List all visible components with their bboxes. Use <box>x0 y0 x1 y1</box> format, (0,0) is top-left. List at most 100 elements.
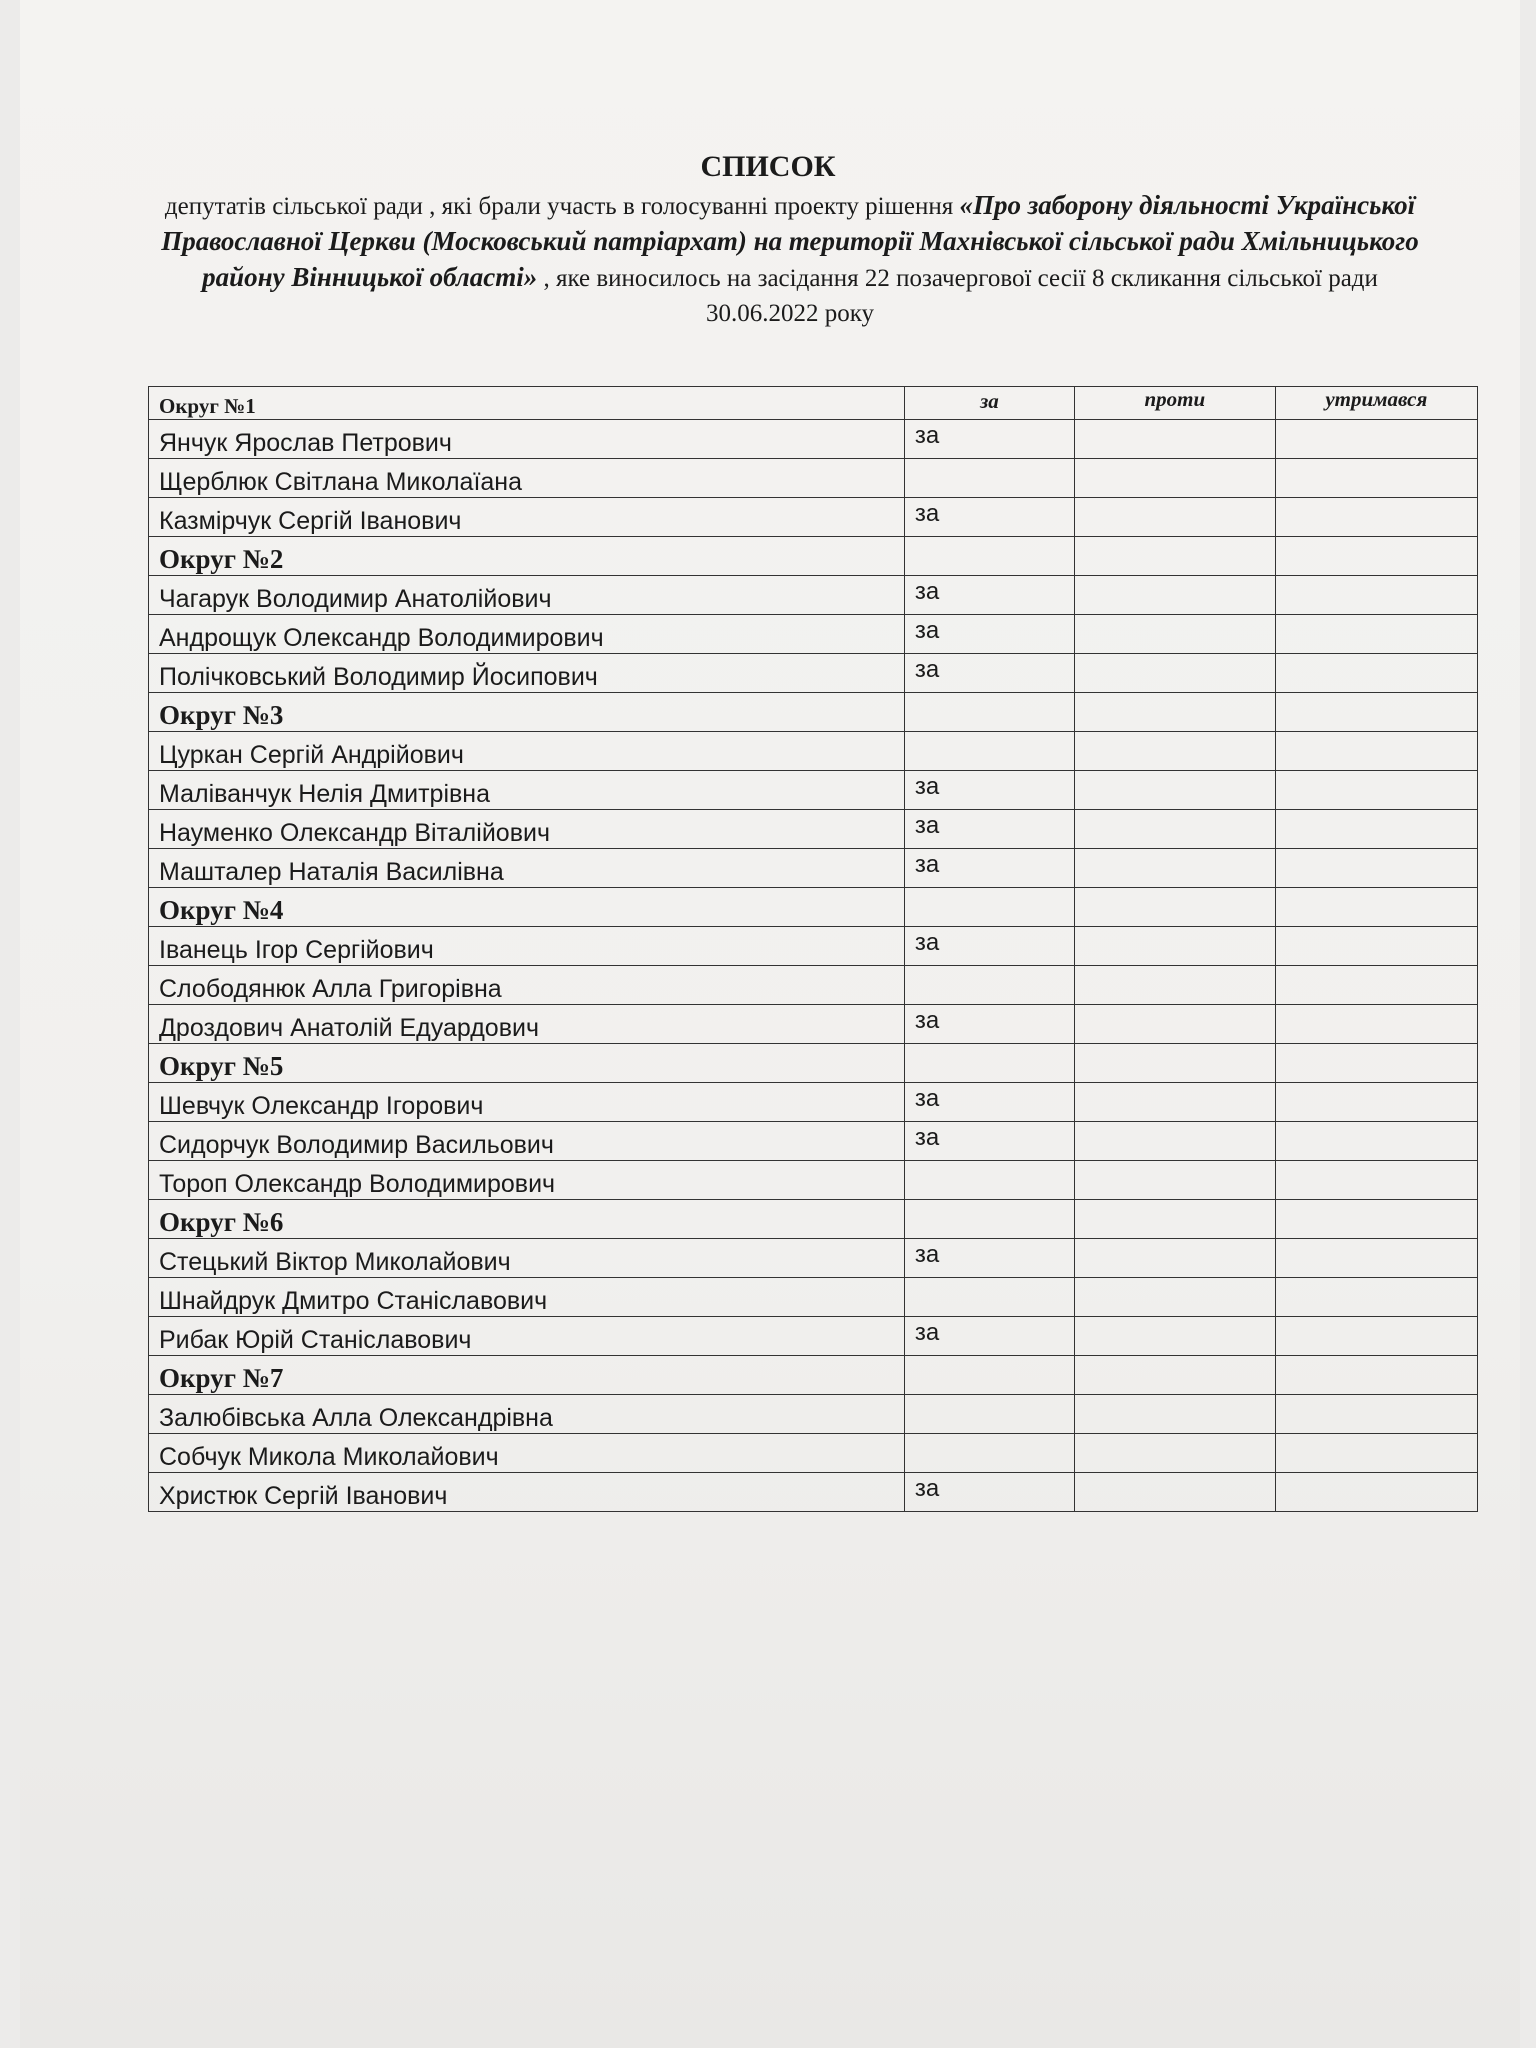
abstain-cell <box>1274 770 1479 810</box>
vote-cell <box>903 1394 1076 1434</box>
vote-cell: за <box>903 497 1076 537</box>
deputy-name: Машталер Наталія Василівна <box>148 848 905 888</box>
vote-cell <box>903 1277 1076 1317</box>
abstain-cell <box>1274 1082 1479 1122</box>
deputy-name: Іванець Ігор Сергійович <box>148 926 905 966</box>
abstain-cell <box>1274 614 1479 654</box>
intro-before: депутатів сільської ради , які брали уча… <box>164 193 960 220</box>
vote-cell: за <box>903 653 1076 693</box>
section-row: Округ №6 <box>148 1199 1479 1239</box>
abstain-cell <box>1274 692 1479 732</box>
abstain-cell <box>1274 731 1479 771</box>
vote-table: Округ №1 за проти утримався Янчук Ярослав Пе… <box>148 386 1479 1512</box>
abstain-cell <box>1274 1394 1479 1434</box>
deputy-row: Янчук Ярослав Петрович за <box>148 419 1479 459</box>
section-name: Округ №7 <box>148 1355 905 1395</box>
against-cell <box>1074 1238 1276 1278</box>
deputy-row: Чагарук Володимир Анатолійович за <box>148 575 1479 615</box>
deputy-row: Дроздович Анатолій Едуардович за <box>148 1004 1479 1044</box>
against-cell <box>1074 536 1276 576</box>
vote-cell: за <box>903 848 1076 888</box>
abstain-cell <box>1274 497 1479 537</box>
abstain-cell <box>1274 1160 1479 1200</box>
vote-cell <box>903 1199 1076 1239</box>
deputy-row: Собчук Микола Миколайович <box>148 1433 1479 1473</box>
abstain-cell <box>1274 458 1479 498</box>
vote-cell: за <box>903 926 1076 966</box>
deputy-row: Казмірчук Сергій Іванович за <box>148 497 1479 537</box>
abstain-cell <box>1274 419 1479 459</box>
vote-cell <box>903 1433 1076 1473</box>
deputy-name: Слободянюк Алла Григорівна <box>148 965 905 1005</box>
vote-cell: за <box>903 1082 1076 1122</box>
against-cell <box>1074 848 1276 888</box>
vote-cell: за <box>903 614 1076 654</box>
header-cell: Округ №1 <box>148 386 905 420</box>
abstain-cell <box>1274 1472 1479 1512</box>
against-cell <box>1074 458 1276 498</box>
deputy-row: Полічковський Володимир Йосипович за <box>148 653 1479 693</box>
deputy-row: Цуркан Сергій Андрійович <box>148 731 1479 771</box>
deputy-name: Цуркан Сергій Андрійович <box>148 731 905 771</box>
deputy-row: Шевчук Олександр Ігорович за <box>148 1082 1479 1122</box>
deputy-row: Рибак Юрій Станіславович за <box>148 1316 1479 1356</box>
deputy-row: Щерблюк Світлана Миколаїана <box>148 458 1479 498</box>
vote-cell: за <box>903 419 1076 459</box>
vote-cell <box>903 965 1076 1005</box>
deputy-name: Сидорчук Володимир Васильович <box>148 1121 905 1161</box>
abstain-cell <box>1274 965 1479 1005</box>
header-row: Округ №1 за проти утримався <box>148 386 1479 420</box>
deputy-row: Слободянюк Алла Григорівна <box>148 965 1479 1005</box>
deputy-row: Залюбівська Алла Олександрівна <box>148 1394 1479 1434</box>
against-cell <box>1074 1121 1276 1161</box>
vote-cell: за <box>903 1004 1076 1044</box>
against-cell <box>1074 1394 1276 1434</box>
deputy-row: Христюк Сергій Іванович за <box>148 1472 1479 1512</box>
deputy-name: Маліванчук Нелія Дмитрівна <box>148 770 905 810</box>
abstain-cell <box>1274 536 1479 576</box>
abstain-cell <box>1274 1238 1479 1278</box>
against-cell <box>1074 770 1276 810</box>
abstain-cell <box>1274 848 1479 888</box>
abstain-cell <box>1274 1277 1479 1317</box>
deputy-name: Янчук Ярослав Петрович <box>148 419 905 459</box>
against-cell <box>1074 1316 1276 1356</box>
vote-cell <box>903 1355 1076 1395</box>
section-row: Округ №2 <box>148 536 1479 576</box>
vote-cell <box>903 692 1076 732</box>
deputy-name: Шнайдрук Дмитро Станіславович <box>148 1277 905 1317</box>
header-cell: за <box>903 386 1076 420</box>
vote-cell <box>903 458 1076 498</box>
against-cell <box>1074 1160 1276 1200</box>
section-name: Округ №2 <box>148 536 905 576</box>
vote-cell: за <box>903 575 1076 615</box>
against-cell <box>1074 1082 1276 1122</box>
vote-cell <box>903 731 1076 771</box>
deputy-name: Стецький Віктор Миколайович <box>148 1238 905 1278</box>
deputy-name: Полічковський Володимир Йосипович <box>148 653 905 693</box>
section-row: Округ №7 <box>148 1355 1479 1395</box>
vote-cell <box>903 536 1076 576</box>
deputy-row: Маліванчук Нелія Дмитрівна за <box>148 770 1479 810</box>
section-row: Округ №4 <box>148 887 1479 927</box>
deputy-row: Іванець Ігор Сергійович за <box>148 926 1479 966</box>
against-cell <box>1074 1277 1276 1317</box>
intro-subject: «Про заборону діяльності Української Пра… <box>161 190 1419 292</box>
vote-cell <box>903 887 1076 927</box>
vote-cell: за <box>903 1316 1076 1356</box>
against-cell <box>1074 575 1276 615</box>
intro-after: , яке виносилось на засідання 22 позачер… <box>537 265 1378 327</box>
deputy-row: Машталер Наталія Василівна за <box>148 848 1479 888</box>
deputy-name: Собчук Микола Миколайович <box>148 1433 905 1473</box>
abstain-cell <box>1274 887 1479 927</box>
abstain-cell <box>1274 926 1479 966</box>
against-cell <box>1074 653 1276 693</box>
vote-cell <box>903 1160 1076 1200</box>
deputy-row: Науменко Олександр Віталійович за <box>148 809 1479 849</box>
abstain-cell <box>1274 653 1479 693</box>
deputy-name: Шевчук Олександр Ігорович <box>148 1082 905 1122</box>
against-cell <box>1074 1199 1276 1239</box>
against-cell <box>1074 419 1276 459</box>
document-title: СПИСОК <box>700 150 836 183</box>
